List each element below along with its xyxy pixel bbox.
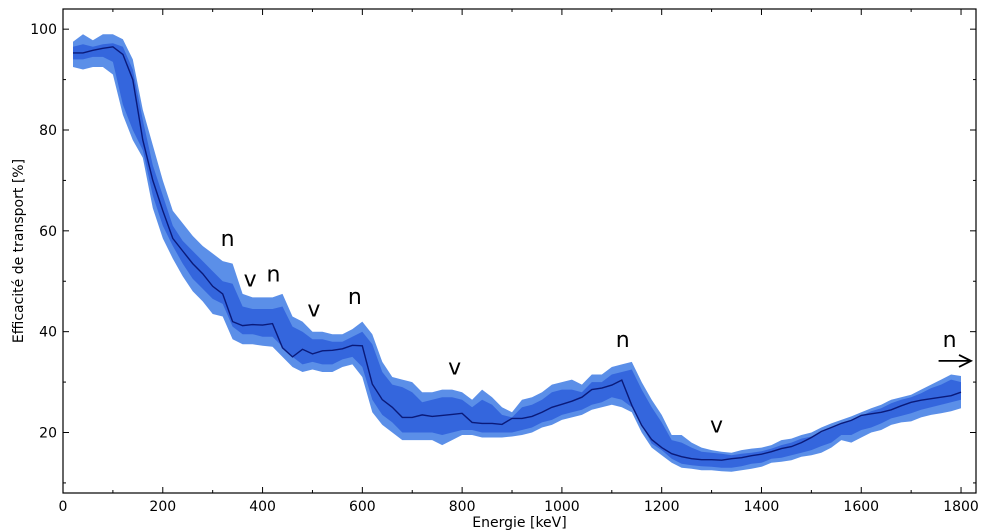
outer-band (73, 34, 961, 472)
annotation-2: n (267, 262, 281, 287)
x-tick-label-0: 0 (59, 499, 68, 515)
x-tick-label-8: 1600 (843, 499, 879, 515)
y-tick-label-1: 40 (39, 325, 57, 341)
annotation-7: v (710, 414, 723, 439)
annotation-8: n (943, 328, 957, 353)
annotation-3: v (307, 298, 320, 323)
annotation-6: n (616, 328, 630, 353)
y-axis-label: Efficacité de transport [%] (11, 159, 27, 343)
x-axis-label: Energie [keV] (472, 515, 566, 531)
annotation-1: v (244, 267, 257, 292)
central-line-group (73, 46, 962, 461)
x-axis: 0 200 400 600 800 1000 1200 1400 1600 1800 (59, 9, 979, 515)
annotation-0: n (221, 227, 235, 252)
central-line (73, 46, 962, 461)
annotation-4: n (348, 285, 362, 310)
x-tick-label-9: 1800 (943, 499, 979, 515)
plot-frame (62, 8, 977, 494)
bands (73, 34, 961, 472)
arrow-group (938, 354, 974, 368)
annotation-5: v (448, 356, 461, 381)
y-tick-label-3: 80 (39, 123, 57, 139)
y-tick-label-2: 60 (39, 224, 57, 240)
x-tick-label-6: 1200 (644, 499, 680, 515)
y-tick-label-0: 20 (39, 426, 57, 442)
arrow-head (958, 354, 974, 368)
x-tick-label-7: 1400 (744, 499, 780, 515)
y-tick-label-4: 100 (30, 22, 57, 38)
y-axis: 20 40 60 80 100 (30, 22, 976, 484)
x-tick-label-3: 600 (349, 499, 376, 515)
x-tick-label-1: 200 (149, 499, 176, 515)
x-tick-label-5: 1000 (544, 499, 580, 515)
x-tick-label-2: 400 (249, 499, 276, 515)
x-tick-label-4: 800 (449, 499, 476, 515)
inner-band (73, 43, 961, 468)
